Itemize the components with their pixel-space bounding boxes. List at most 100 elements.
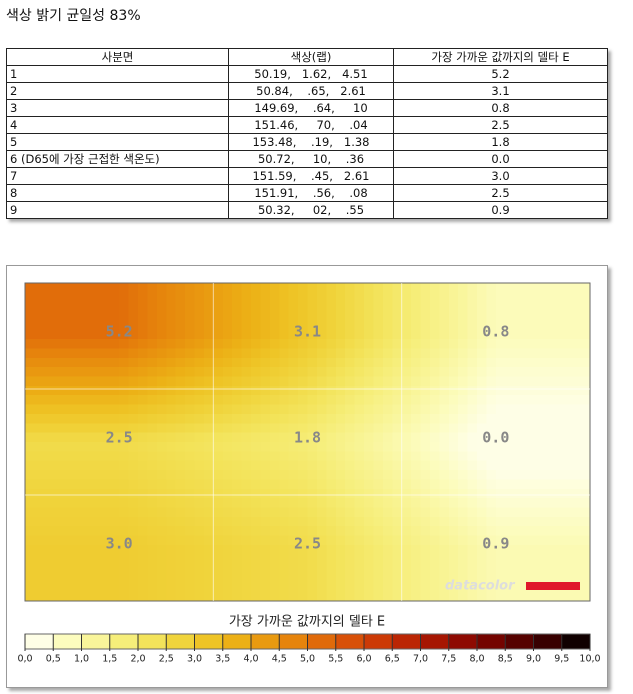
heat-cell (373, 292, 384, 303)
legend-swatch (279, 634, 308, 649)
legend-tick-label: 6,0 (356, 654, 371, 665)
heat-cell (260, 283, 271, 293)
heat-cell (25, 311, 36, 322)
heat-cell (279, 357, 290, 368)
heat-cell (307, 367, 318, 378)
heat-cell (420, 320, 431, 331)
heat-cell (260, 451, 271, 462)
heat-cell (194, 488, 205, 499)
heat-cell (147, 292, 158, 303)
heat-cell (382, 451, 393, 462)
legend-swatch (335, 634, 364, 649)
heat-cell (109, 320, 120, 331)
heat-cell (119, 535, 130, 546)
heat-cell (316, 479, 327, 490)
heat-cell (401, 339, 412, 350)
heat-cell (420, 395, 431, 406)
heat-cell (175, 339, 186, 350)
heat-cell (382, 535, 393, 546)
heat-cell (411, 413, 422, 424)
heat-cell (326, 544, 337, 555)
heat-cell (316, 451, 327, 462)
heat-cell (251, 432, 262, 443)
heat-cell (166, 283, 177, 293)
heat-cell (288, 516, 299, 527)
heat-cell (316, 311, 327, 322)
heat-cell (269, 357, 280, 368)
heat-cell (288, 498, 299, 509)
heat-cell (542, 535, 553, 546)
heat-cell (429, 367, 440, 378)
heat-cell (345, 385, 356, 396)
heat-cell (288, 535, 299, 546)
heat-cell (571, 329, 582, 340)
heat-cell (580, 498, 591, 509)
heat-cell (495, 413, 506, 424)
heat-cell (373, 507, 384, 518)
heat-cell (298, 535, 309, 546)
heat-cell (100, 488, 111, 499)
heat-cell (185, 451, 196, 462)
heat-cell (232, 404, 243, 415)
heat-cell (232, 582, 243, 593)
heat-cell (166, 572, 177, 583)
heat-cell (109, 535, 120, 546)
heat-cell (25, 488, 36, 499)
heat-cell (222, 470, 233, 481)
heat-cell (345, 329, 356, 340)
heat-cell (194, 385, 205, 396)
heat-cell (326, 301, 337, 312)
heat-cell (203, 292, 214, 303)
heat-cell (524, 404, 535, 415)
heat-cell (373, 320, 384, 331)
heat-cell (524, 283, 535, 293)
heat-cell (354, 582, 365, 593)
heat-cell (53, 460, 64, 471)
heat-cell (335, 329, 346, 340)
heat-cell (109, 423, 120, 434)
heat-cell (552, 357, 563, 368)
heat-cell (81, 544, 92, 555)
heat-cell (288, 301, 299, 312)
heat-cell (514, 385, 525, 396)
heat-cell (213, 385, 224, 396)
heat-cell (335, 423, 346, 434)
heat-cell (458, 470, 469, 481)
heat-cell (542, 572, 553, 583)
heat-cell (392, 423, 403, 434)
heat-cell (495, 320, 506, 331)
heat-cell (542, 404, 553, 415)
heat-cell (138, 423, 149, 434)
heat-cell (533, 451, 544, 462)
heat-cell (100, 376, 111, 387)
heat-cell (458, 582, 469, 593)
heat-cell (411, 283, 422, 293)
heat-cell (401, 544, 412, 555)
zone-label: 3.0 (106, 535, 133, 553)
heat-cell (119, 301, 130, 312)
heat-cell (100, 329, 111, 340)
heat-cell (62, 339, 73, 350)
heat-cell (411, 572, 422, 583)
heat-cell (467, 311, 478, 322)
heat-cell (279, 563, 290, 574)
heat-cell (43, 320, 54, 331)
heat-cell (401, 423, 412, 434)
heat-cell (166, 498, 177, 509)
heat-cell (326, 357, 337, 368)
heat-cell (448, 432, 459, 443)
heat-cell (561, 320, 572, 331)
heat-cell (72, 292, 83, 303)
heat-cell (62, 413, 73, 424)
heat-cell (524, 423, 535, 434)
heat-cell (514, 507, 525, 518)
heat-cell (269, 423, 280, 434)
heat-cell (326, 283, 337, 293)
heat-cell (279, 451, 290, 462)
heat-cell (429, 329, 440, 340)
heat-cell (524, 488, 535, 499)
heat-cell (166, 442, 177, 452)
heat-cell (448, 320, 459, 331)
heat-cell (298, 479, 309, 490)
heat-cell (580, 488, 591, 499)
